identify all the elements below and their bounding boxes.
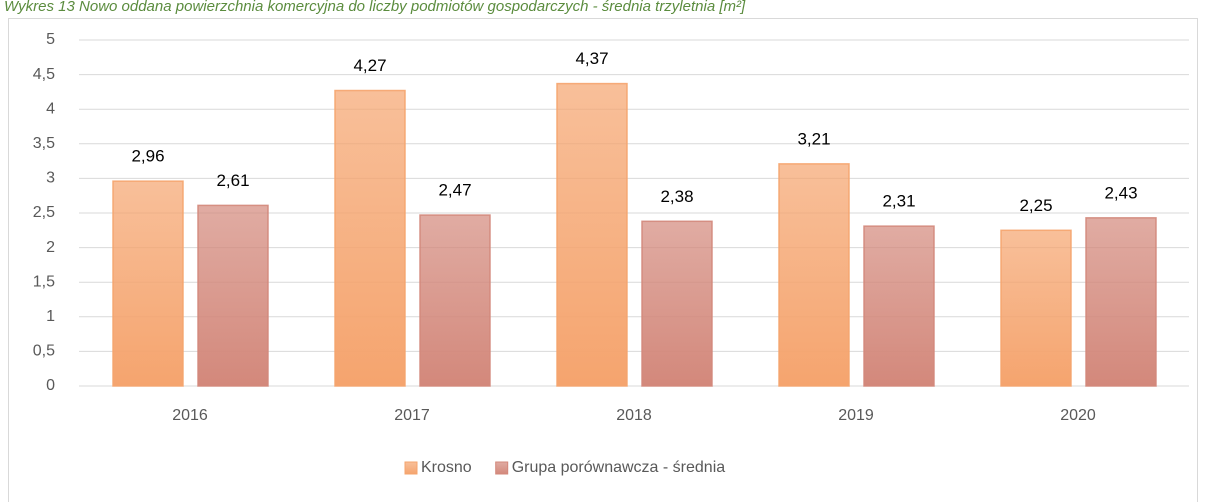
bar <box>419 214 491 387</box>
bar <box>778 163 850 387</box>
x-tick-label: 2016 <box>172 407 208 424</box>
y-tick-label: 5 <box>46 31 55 48</box>
data-label: 4,37 <box>575 49 608 68</box>
legend-label: Krosno <box>421 459 472 476</box>
data-label: 2,38 <box>660 187 693 206</box>
data-label: 2,43 <box>1104 183 1137 202</box>
legend-swatch <box>495 461 509 475</box>
bar <box>556 82 628 387</box>
x-tick-label: 2019 <box>838 407 874 424</box>
y-tick-label: 4 <box>46 100 55 117</box>
data-label: 4,27 <box>353 56 386 75</box>
y-tick-label: 2 <box>46 239 55 256</box>
y-tick-label: 0 <box>46 377 55 394</box>
data-label: 3,21 <box>797 129 830 148</box>
bar <box>641 220 713 387</box>
legend-label: Grupa porównawcza - średnia <box>512 459 726 476</box>
bar <box>863 225 935 387</box>
x-tick-label: 2018 <box>616 407 652 424</box>
data-label: 2,96 <box>131 147 164 166</box>
bar <box>334 89 406 387</box>
data-label: 2,47 <box>438 181 471 200</box>
x-tick-label: 2020 <box>1060 407 1096 424</box>
bar <box>1000 229 1072 387</box>
data-label: 2,31 <box>882 192 915 211</box>
y-tick-label: 3 <box>46 170 55 187</box>
y-tick-label: 3,5 <box>33 135 55 152</box>
data-label: 2,61 <box>216 171 249 190</box>
legend-swatch <box>404 461 418 475</box>
data-label: 2,25 <box>1019 196 1052 215</box>
x-tick-label: 2017 <box>394 407 430 424</box>
y-tick-label: 0,5 <box>33 343 55 360</box>
chart-title: Wykres 13 Nowo oddana powierzchnia komer… <box>4 0 746 15</box>
bar <box>112 180 184 387</box>
y-tick-label: 1 <box>46 308 55 325</box>
bar <box>197 204 269 387</box>
y-tick-label: 2,5 <box>33 204 55 221</box>
bar <box>1085 217 1157 387</box>
y-tick-label: 1,5 <box>33 273 55 290</box>
y-tick-label: 4,5 <box>33 66 55 83</box>
